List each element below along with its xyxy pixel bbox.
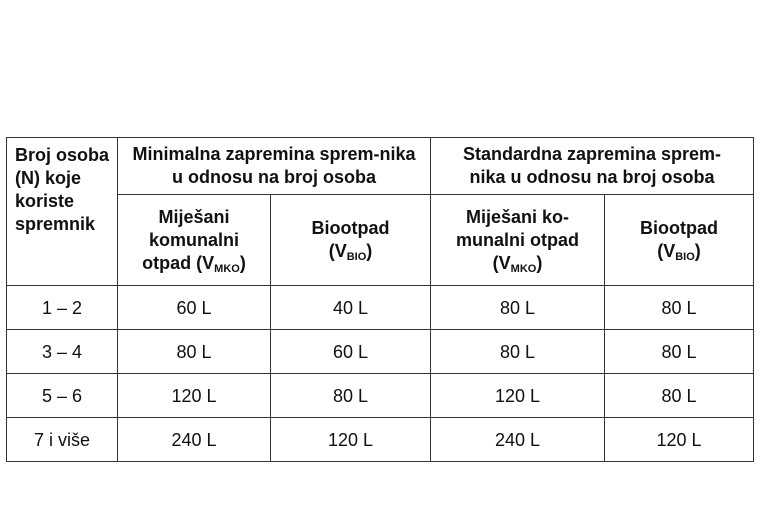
header-std-mixed: Miješani ko-munalni otpad (VMKO): [430, 194, 605, 286]
cell-volume: 120 L: [117, 373, 271, 418]
paren: ): [694, 241, 701, 261]
cell-persons: 7 i više: [6, 417, 118, 462]
subscript: MKO: [214, 262, 240, 275]
table-row: 3 – 4 80 L 60 L 80 L 80 L: [6, 329, 754, 374]
cell-volume: 80 L: [604, 329, 754, 374]
header-persons-text: Broj osoba (N) koje koriste spremnik: [15, 145, 110, 234]
subscript: BIO: [675, 251, 695, 263]
table-row: 5 – 6 120 L 80 L 120 L 80 L: [6, 373, 754, 418]
cell-volume: 80 L: [430, 285, 605, 330]
container-volume-table: Broj osoba (N) koje koriste spremnik Min…: [6, 137, 754, 462]
cell-volume: 120 L: [604, 417, 754, 462]
header-min-mixed: Miješani komunalni otpad (VMKO): [117, 194, 271, 286]
header-group-standard: Standardna zapremina sprem-nika u odnosu…: [430, 137, 754, 195]
cell-persons: 5 – 6: [6, 373, 118, 418]
header-group-standard-text: Standardna zapremina sprem-nika u odnosu…: [462, 144, 722, 187]
cell-volume: 80 L: [604, 285, 754, 330]
header-std-bio-text: Biootpad (V: [640, 218, 718, 261]
cell-volume: 120 L: [270, 417, 431, 462]
header-min-bio-text: Biootpad (V: [311, 218, 390, 261]
cell-volume: 60 L: [270, 329, 431, 374]
cell-volume: 60 L: [117, 285, 271, 330]
cell-volume: 240 L: [430, 417, 605, 462]
cell-volume: 80 L: [430, 329, 605, 374]
cell-volume: 120 L: [430, 373, 605, 418]
subscript: BIO: [346, 251, 367, 263]
header-min-mixed-text: Miješani komunalni otpad (V: [142, 206, 239, 273]
cell-volume: 80 L: [270, 373, 431, 418]
cell-persons: 1 – 2: [6, 285, 118, 330]
cell-volume: 80 L: [604, 373, 754, 418]
paren: ): [239, 252, 246, 273]
subscript: MKO: [510, 262, 537, 275]
header-group-minimal-text: Minimalna zapremina sprem-nika u odnosu …: [132, 144, 416, 187]
table-row: 7 i više 240 L 120 L 240 L 120 L: [6, 417, 754, 462]
header-min-bio: Biootpad (VBIO): [270, 194, 431, 286]
cell-volume: 80 L: [117, 329, 271, 374]
paren: ): [366, 241, 373, 261]
paren: ): [536, 252, 543, 273]
header-persons: Broj osoba (N) koje koriste spremnik: [6, 137, 118, 286]
table-row: 1 – 2 60 L 40 L 80 L 80 L: [6, 285, 754, 330]
cell-persons: 3 – 4: [6, 329, 118, 374]
cell-volume: 240 L: [117, 417, 271, 462]
header-group-minimal: Minimalna zapremina sprem-nika u odnosu …: [117, 137, 431, 195]
header-std-bio: Biootpad (VBIO): [604, 194, 754, 286]
header-std-mixed-text: Miješani ko-munalni otpad (V: [456, 206, 579, 273]
cell-volume: 40 L: [270, 285, 431, 330]
